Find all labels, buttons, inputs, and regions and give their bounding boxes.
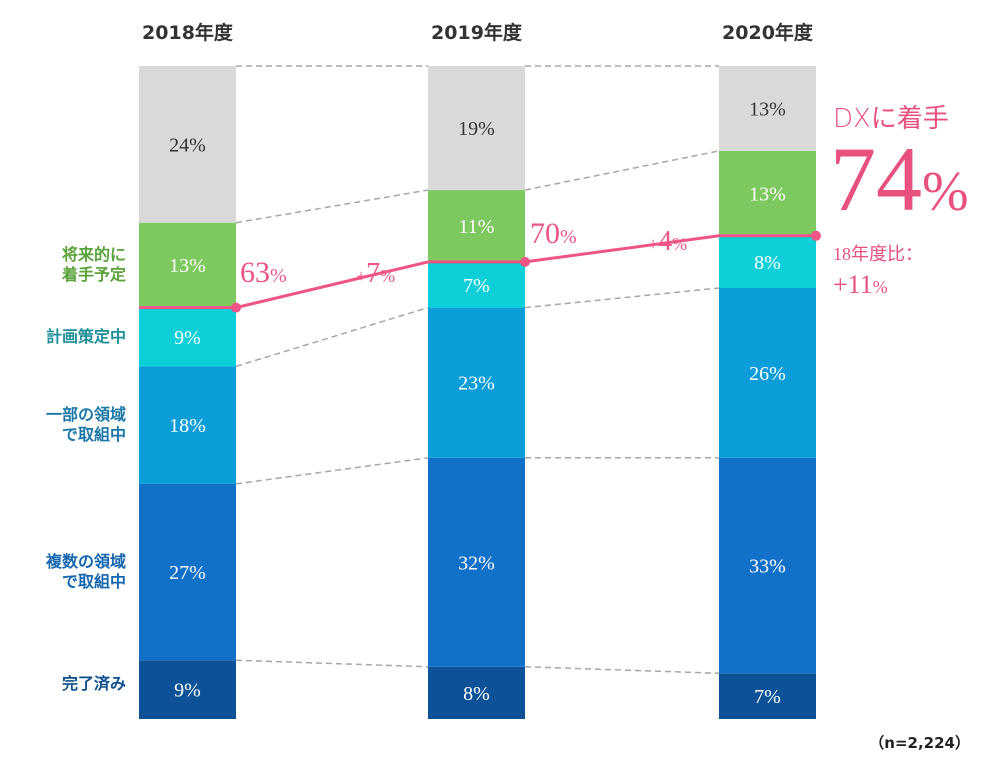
dx-value-label: 63% (240, 256, 287, 289)
data-label: 13% (749, 183, 786, 205)
connector-line (235, 189, 429, 224)
dx-trend-line (235, 260, 429, 310)
bar-segment (428, 261, 525, 308)
data-label: 33% (749, 556, 786, 578)
bar-segment (719, 66, 816, 151)
category-label: 2018年度 (142, 22, 233, 44)
data-label: 13% (169, 255, 206, 277)
bar-segment (139, 660, 236, 719)
data-label: 27% (169, 562, 206, 584)
bar-segment (719, 235, 816, 289)
data-label: 11% (459, 216, 495, 238)
category-label: 2020年度 (722, 22, 813, 44)
connector-line (235, 306, 429, 368)
bar-segment (719, 673, 816, 719)
bar-segment (428, 66, 525, 191)
compare-value: +11% (833, 270, 888, 299)
dx-value-label: 70% (530, 217, 577, 250)
callout-unit: % (922, 161, 969, 223)
dx-point (231, 302, 241, 313)
callout-number: 74 (830, 128, 922, 230)
bar-segment (719, 150, 816, 236)
connector-line (235, 659, 429, 668)
category-label: 2019年度 (431, 22, 522, 44)
data-label: 7% (463, 275, 490, 297)
diff-label: +4% (648, 226, 687, 257)
bar-segment (139, 307, 236, 367)
dx-point (520, 256, 530, 267)
dx-point (811, 230, 821, 241)
bar-segment (719, 288, 816, 458)
series-label: 一部の領域 で取組中 (45, 405, 126, 445)
data-label: 13% (749, 98, 786, 120)
series-label: 完了済み (61, 674, 126, 693)
data-label: 8% (754, 252, 781, 274)
data-label: 9% (174, 680, 201, 702)
series-label: 将来的に 着手予定 (61, 245, 126, 285)
compare-label: 18年度比： (833, 244, 923, 264)
callout-title: DXに着手 (833, 104, 949, 134)
bar-segment (428, 307, 525, 458)
data-label: 19% (458, 118, 495, 140)
series-label: 複数の領域 で取組中 (45, 552, 126, 592)
connector-line (235, 457, 429, 485)
connector-line (524, 666, 720, 675)
connector-line (524, 287, 720, 309)
bar-segment (139, 483, 236, 661)
data-label: 8% (463, 683, 490, 705)
sample-size-note: （n=2,224） (869, 734, 970, 752)
bar-segment (139, 366, 236, 484)
dx-trend-line (524, 234, 720, 264)
bar-segment (428, 457, 525, 667)
data-label: 18% (169, 415, 206, 437)
data-label: 24% (169, 134, 206, 156)
diff-label: +7% (356, 258, 395, 289)
bar-segment (428, 666, 525, 719)
bar-segment (428, 190, 525, 262)
data-label: 26% (749, 363, 786, 385)
callout-value: 74% (830, 133, 969, 251)
bar-segment (139, 66, 236, 223)
data-label: 32% (458, 552, 495, 574)
data-label: 9% (174, 327, 201, 349)
series-label: 計画策定中 (45, 326, 126, 346)
bar-segment (719, 457, 816, 674)
data-label: 7% (754, 686, 781, 708)
connector-line (524, 150, 720, 191)
bar-segment (139, 222, 236, 308)
data-label: 23% (458, 373, 495, 395)
